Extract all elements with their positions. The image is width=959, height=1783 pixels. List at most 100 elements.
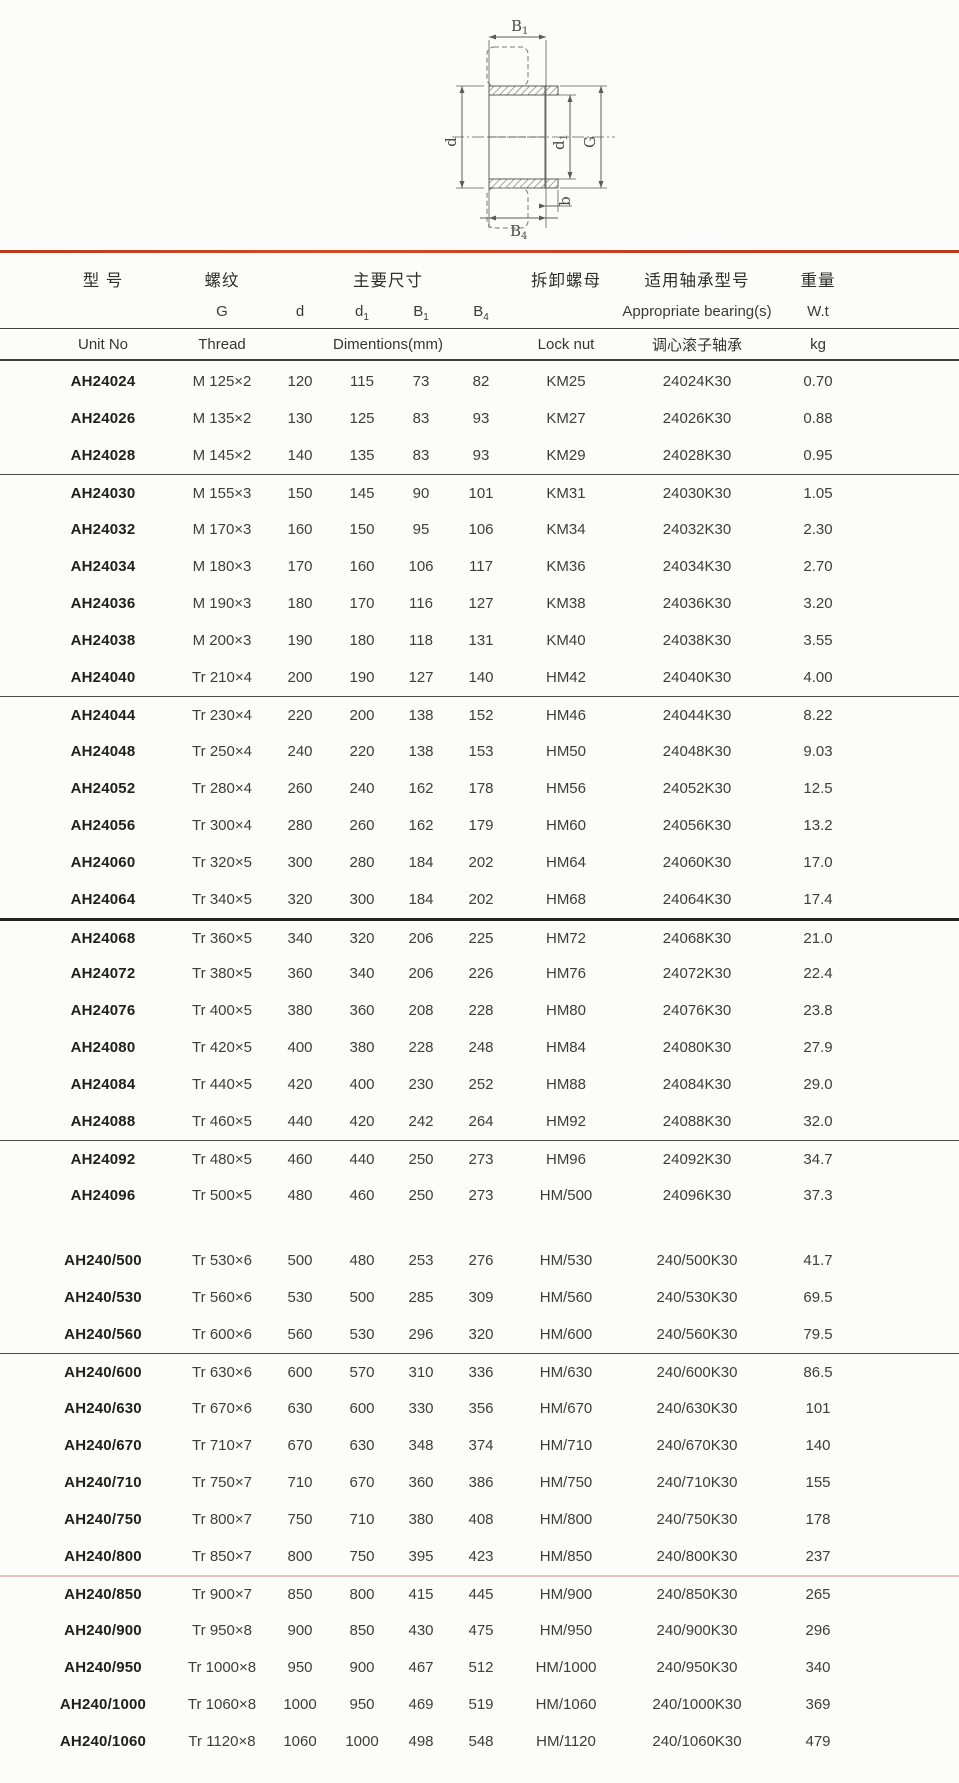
cell-dim-b1: 118 <box>409 632 433 649</box>
cell-unit-no: AH24044 <box>70 706 136 724</box>
cell-lock-nut: KM40 <box>546 632 586 649</box>
cell-unit-no: AH24096 <box>70 1187 136 1204</box>
cell-dim-d1: 400 <box>349 1076 375 1093</box>
cell-lock-nut: HM46 <box>545 706 586 724</box>
cell-dim-d: 300 <box>287 854 313 871</box>
cell-dim-d1: 200 <box>349 706 375 724</box>
cell-thread: Tr 300×4 <box>192 817 252 834</box>
cell-dim-b1: 83 <box>412 410 430 427</box>
cell-dim-d: 360 <box>287 965 313 982</box>
cell-dim-b1: 228 <box>408 1039 434 1056</box>
cell-weight: 34.7 <box>803 1150 833 1168</box>
table-row: AH24052 Tr 280×4 260 240 162 178 HM56 24052K30 1… <box>0 770 959 807</box>
col-header-bearing-en: Appropriate bearing(s) <box>622 303 772 320</box>
table-row: AH240/710 Tr 750×7 710 670 360 386 HM/750 240/7… <box>0 1464 959 1501</box>
cell-bearing: 24026K30 <box>662 410 732 427</box>
cell-dim-d1: 280 <box>349 854 375 871</box>
cell-dim-b4: 153 <box>468 743 494 760</box>
cell-lock-nut: KM34 <box>546 521 586 538</box>
cell-weight: 2.30 <box>803 521 833 538</box>
cell-bearing: 240/750K30 <box>656 1511 738 1528</box>
table-row: AH24092 Tr 480×5 460 440 250 273 HM96 24092K30 3… <box>0 1140 959 1177</box>
cell-bearing: 240/800K30 <box>656 1548 738 1565</box>
cell-dim-b4: 512 <box>468 1659 494 1676</box>
cell-weight: 3.55 <box>803 632 833 649</box>
cell-weight: 17.4 <box>803 891 833 908</box>
cell-bearing: 24032K30 <box>662 521 732 538</box>
cell-bearing: 240/670K30 <box>656 1437 738 1454</box>
cell-thread: Tr 630×6 <box>192 1363 252 1381</box>
cell-dim-d: 400 <box>287 1039 313 1056</box>
dim-label-b4: B4 <box>510 222 527 242</box>
cell-lock-nut: HM60 <box>545 817 586 834</box>
cell-dim-b4: 106 <box>468 521 494 538</box>
table-row: AH240/560 Tr 600×6 560 530 296 320 HM/600 240/5… <box>0 1316 959 1353</box>
cell-dim-b4: 179 <box>468 817 494 834</box>
cell-weight: 479 <box>805 1733 831 1750</box>
cell-unit-no: AH24036 <box>70 595 136 612</box>
sleeve-cross-section-diagram: B1 d d1 G b B4 <box>442 17 615 242</box>
cell-dim-b4: 226 <box>468 965 494 982</box>
cell-dim-d: 1060 <box>283 1733 317 1750</box>
cell-dim-b4: 519 <box>468 1696 494 1713</box>
table-row: AH240/1000 Tr 1060×8 1000 950 469 519 HM/1060 2… <box>0 1686 959 1723</box>
cell-dim-d1: 500 <box>349 1289 375 1306</box>
cell-thread: M 190×3 <box>192 595 252 612</box>
col-header-weight-en: W.t <box>807 303 829 320</box>
table-row: AH24034 M 180×3 170 160 106 117 KM36 24034K30 2.… <box>0 548 959 585</box>
cell-lock-nut: HM76 <box>545 965 586 982</box>
table-row: AH24084 Tr 440×5 420 400 230 252 HM88 24084K30 2… <box>0 1066 959 1103</box>
cell-dim-b4: 445 <box>468 1586 494 1603</box>
cell-bearing: 24038K30 <box>662 632 732 649</box>
cell-bearing: 240/900K30 <box>656 1622 738 1639</box>
cell-thread: Tr 460×5 <box>192 1113 252 1130</box>
cell-dim-d: 320 <box>287 891 313 908</box>
cell-bearing: 24034K30 <box>662 558 732 575</box>
cell-dim-b4: 408 <box>468 1511 494 1528</box>
cell-bearing: 24048K30 <box>662 743 732 760</box>
cell-dim-d: 190 <box>287 632 313 649</box>
cell-unit-no: AH24028 <box>70 447 136 464</box>
cell-dim-b1: 138 <box>408 743 434 760</box>
cell-thread: Tr 900×7 <box>192 1586 252 1603</box>
cell-bearing: 240/500K30 <box>656 1252 738 1269</box>
table-row: AH24068 Tr 360×5 340 320 206 225 HM72 24068K30 2… <box>0 918 959 955</box>
cell-unit-no: AH24084 <box>70 1076 136 1093</box>
cell-dim-b1: 415 <box>408 1586 434 1603</box>
cell-weight: 0.70 <box>803 373 833 390</box>
cell-dim-d1: 160 <box>349 558 375 575</box>
cell-dim-d1: 125 <box>349 410 375 427</box>
cell-dim-d1: 600 <box>349 1400 375 1417</box>
cell-thread: Tr 480×5 <box>192 1150 252 1168</box>
cell-bearing: 240/710K30 <box>656 1474 738 1491</box>
cell-dim-d: 340 <box>287 929 313 947</box>
cell-weight: 140 <box>805 1437 831 1454</box>
cell-thread: Tr 600×6 <box>192 1326 252 1343</box>
cell-bearing: 240/1000K30 <box>652 1696 742 1713</box>
col-header-thread-en: Thread <box>198 335 246 353</box>
cell-lock-nut: HM/500 <box>539 1187 593 1204</box>
cell-dim-d1: 220 <box>349 743 375 760</box>
cell-thread: Tr 500×5 <box>192 1187 252 1204</box>
cell-dim-b1: 106 <box>408 558 434 575</box>
cell-bearing: 24036K30 <box>662 595 732 612</box>
cell-lock-nut: KM31 <box>546 484 586 502</box>
cell-dim-d: 480 <box>287 1187 313 1204</box>
table-row: AH240/530 Tr 560×6 530 500 285 309 HM/560 240/5… <box>0 1279 959 1316</box>
cell-weight: 17.0 <box>803 854 833 871</box>
cell-dim-d: 420 <box>287 1076 313 1093</box>
cell-lock-nut: HM68 <box>545 891 586 908</box>
cell-unit-no: AH240/1060 <box>59 1733 147 1750</box>
cell-dim-d: 500 <box>287 1252 313 1269</box>
cell-lock-nut: HM80 <box>545 1002 586 1019</box>
cell-bearing: 24068K30 <box>662 929 732 947</box>
cell-dim-b4: 225 <box>468 929 494 947</box>
table-row: AH24056 Tr 300×4 280 260 162 179 HM60 24056K30 1… <box>0 807 959 844</box>
cell-dim-b4: 101 <box>468 484 494 502</box>
cell-dim-b1: 250 <box>408 1150 434 1168</box>
cell-weight: 8.22 <box>803 706 833 724</box>
cell-unit-no: AH240/850 <box>64 1586 142 1603</box>
cell-bearing: 24052K30 <box>662 780 732 797</box>
cell-lock-nut: HM/1060 <box>535 1696 597 1713</box>
cell-dim-d1: 570 <box>349 1363 375 1381</box>
